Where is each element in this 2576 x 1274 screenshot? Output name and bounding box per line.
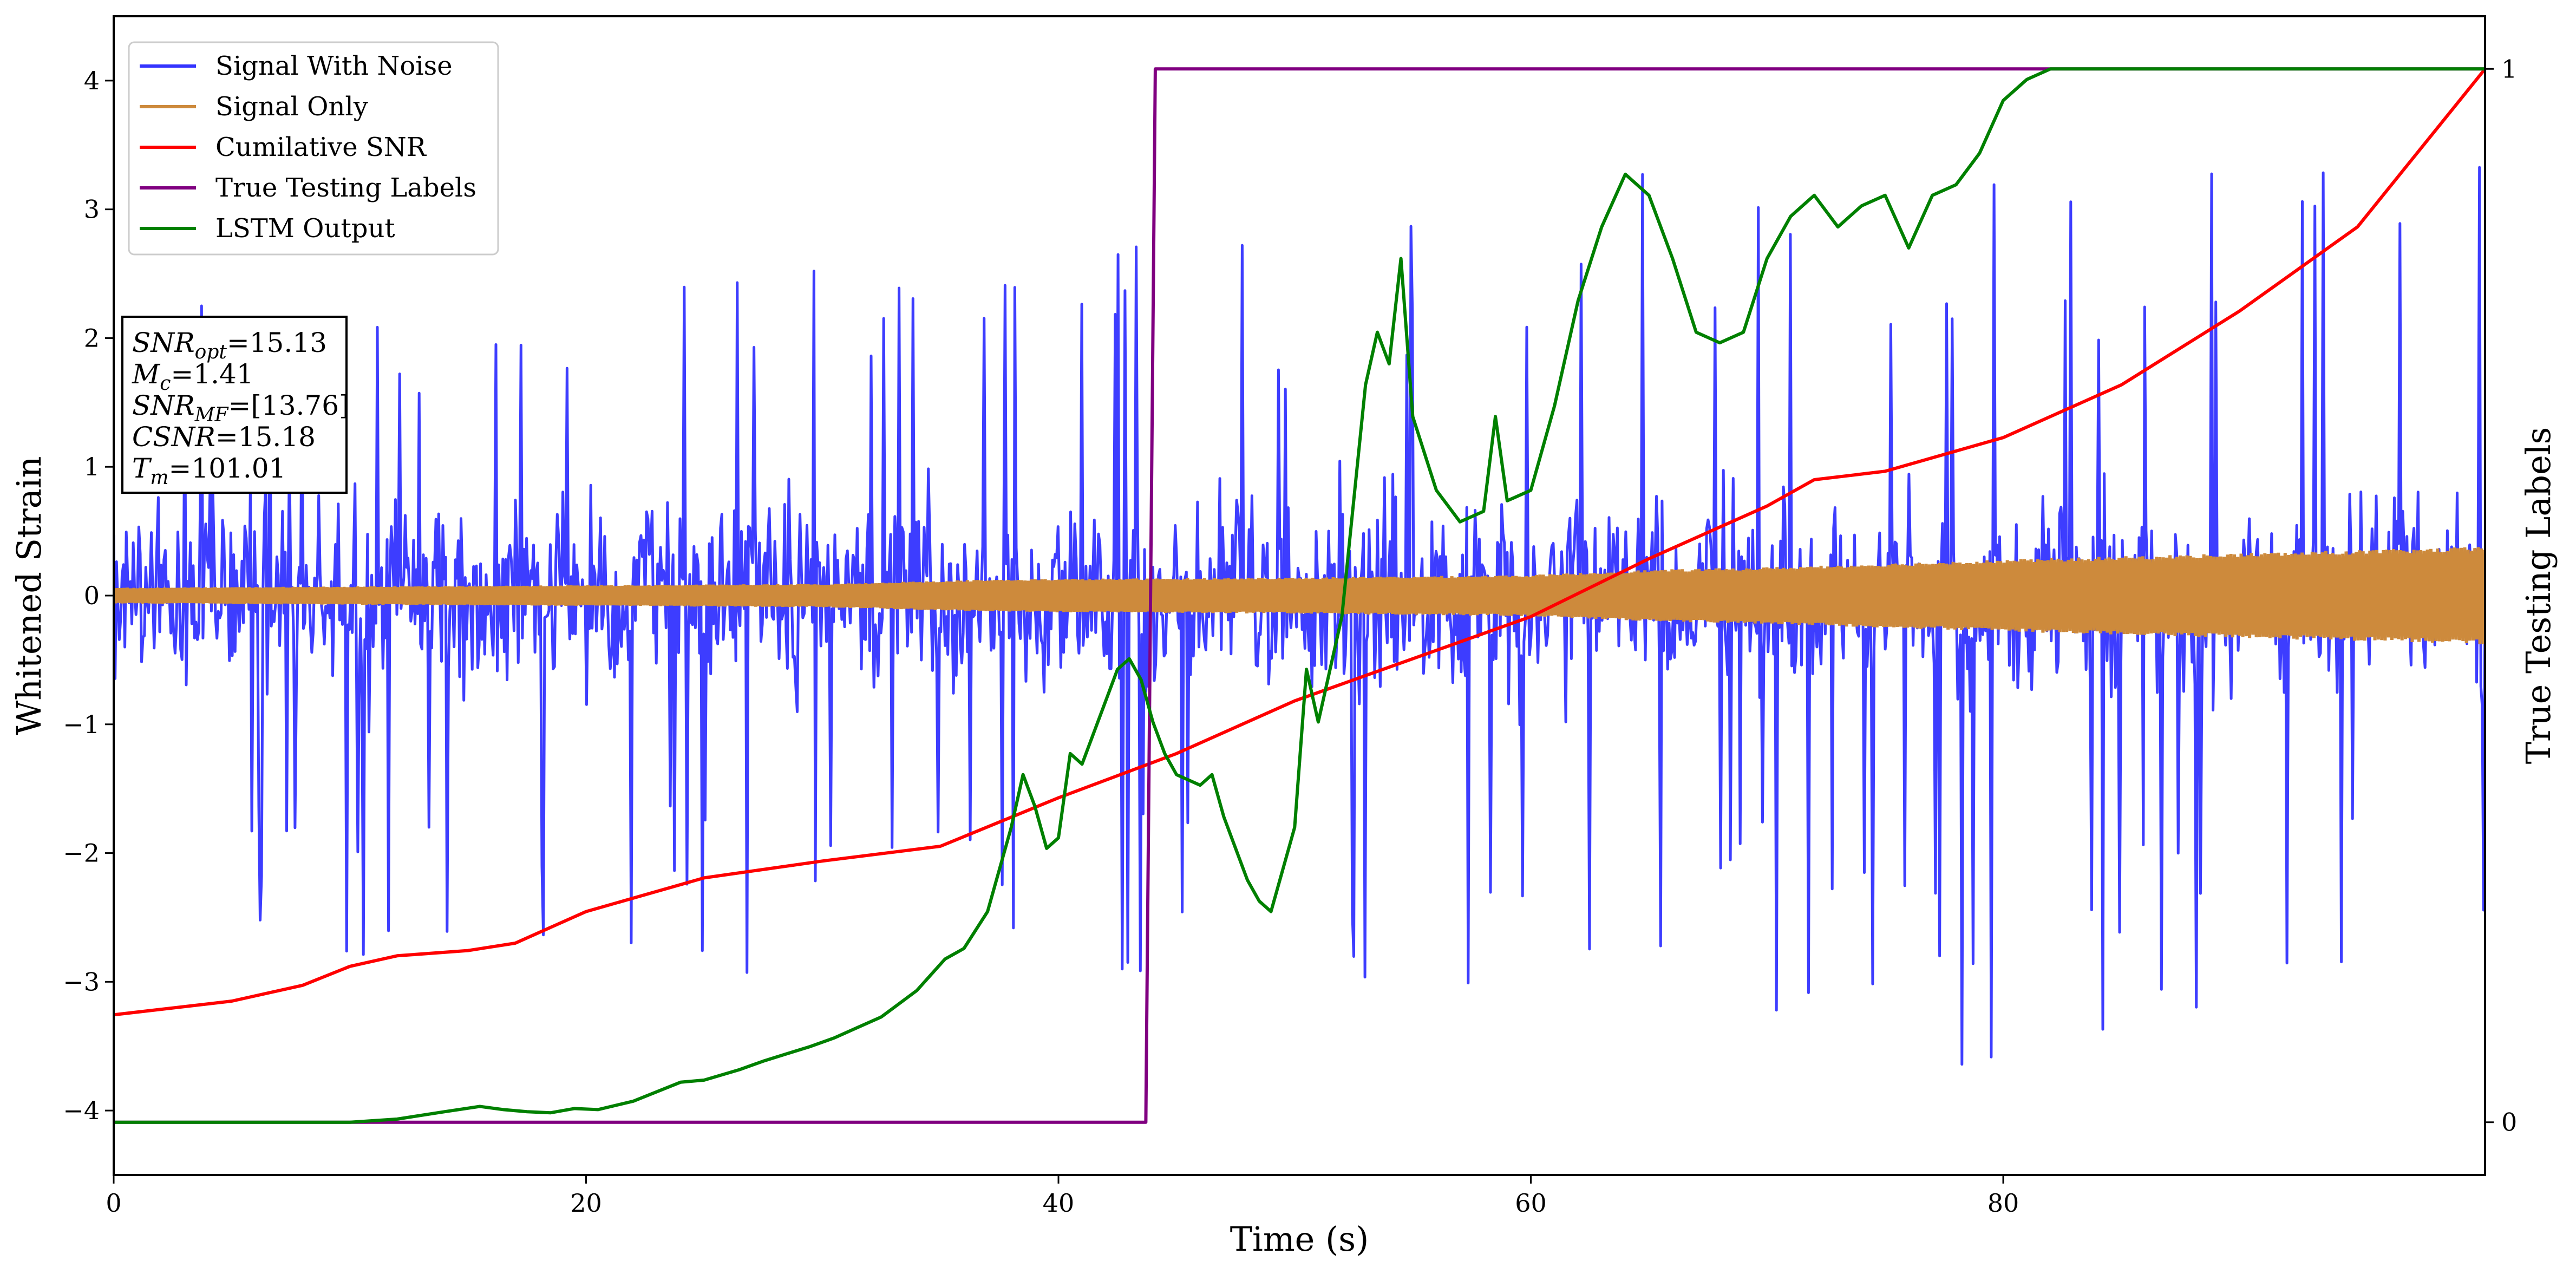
info-line: CSNR=15.18 (132, 421, 316, 453)
y-tick-label: 0 (84, 581, 100, 610)
y-tick-label: 1 (84, 452, 100, 481)
series-lstm-output (114, 67, 2485, 1124)
y-tick-label: −4 (63, 1096, 100, 1125)
y-tick-label: −3 (63, 967, 100, 996)
y-tick-label: −1 (63, 710, 100, 739)
legend-label-true-testing-labels: True Testing Labels (215, 173, 476, 203)
x-tick-label: 20 (570, 1188, 602, 1218)
legend-label-cumilative-snr: Cumilative SNR (215, 132, 427, 162)
series-cumilative-snr (114, 68, 2485, 1017)
info-line: Tm=101.01 (132, 453, 286, 489)
info-box: SNRopt=15.13Mc=1.41SNRMF=[13.76]CSNR=15.… (121, 316, 350, 494)
y2-tick-label: 1 (2501, 54, 2517, 83)
series-line-lstm-output (114, 67, 2485, 1124)
y-tick-label: −2 (63, 839, 100, 868)
x-tick-label: 40 (1043, 1188, 1075, 1218)
info-line: Mc=1.41 (132, 358, 254, 395)
x-tick-label: 80 (1987, 1188, 2019, 1218)
series-layer (114, 67, 2485, 1124)
info-box-frame (121, 316, 348, 494)
series-line-cumilative-snr (114, 68, 2485, 1017)
y-tick-label: 3 (84, 195, 100, 224)
legend-label-signal-only: Signal Only (215, 92, 368, 122)
legend-frame (128, 41, 499, 256)
x-axis-title: Time (s) (1230, 1219, 1369, 1259)
series-line-true-testing-labels (114, 67, 2485, 1124)
y-tick-label: 4 (84, 66, 100, 95)
series-signal-only (114, 547, 2485, 644)
y-axis-title: Whitened Strain (9, 456, 49, 735)
info-line: SNRopt=15.13 (132, 327, 327, 363)
y-tick-label: 2 (84, 323, 100, 352)
legend: Signal With Noise Signal Only Cumilative S… (128, 41, 499, 256)
series-line-signal-only (114, 547, 2485, 644)
y2-axis-title: True Testing Labels (2519, 427, 2558, 765)
x-tick-label: 0 (106, 1188, 121, 1218)
series-true-testing-labels (114, 67, 2485, 1124)
legend-label-signal-with-noise: Signal With Noise (215, 51, 453, 81)
info-line: SNRMF=[13.76] (132, 390, 350, 426)
x-tick-label: 60 (1515, 1188, 1547, 1218)
y2-tick-label: 0 (2501, 1108, 2517, 1137)
legend-label-lstm-output: LSTM Output (215, 213, 395, 244)
